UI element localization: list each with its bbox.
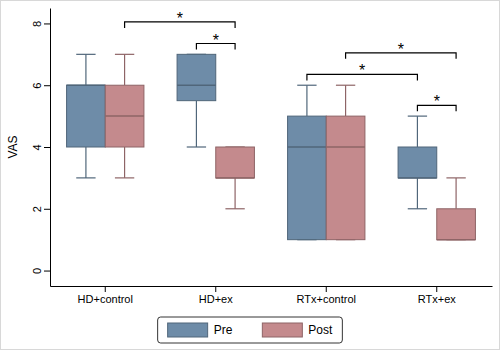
box <box>177 54 216 147</box>
box-body <box>288 116 327 240</box>
series-1 <box>105 54 475 239</box>
y-tick-mark <box>44 271 50 272</box>
box <box>398 116 437 209</box>
background <box>1 1 500 350</box>
box <box>105 54 144 178</box>
upper-whisker <box>306 85 307 116</box>
x-tick: RTx+ex <box>418 286 457 305</box>
x-tick-label: HD+control <box>78 293 133 305</box>
median-line <box>67 84 106 86</box>
box <box>437 178 476 240</box>
legend-item: Post <box>262 323 333 337</box>
significance-label: * <box>177 10 183 27</box>
x-tick: HD+ex <box>199 286 233 305</box>
median-line <box>288 146 327 148</box>
y-tick-mark <box>44 209 50 210</box>
upper-cap <box>115 54 134 55</box>
upper-cap <box>408 116 427 117</box>
box <box>67 54 106 178</box>
box-body <box>216 147 255 178</box>
median-line <box>177 84 216 86</box>
median-line <box>326 146 365 148</box>
box-body <box>177 54 216 100</box>
y-axis: 0 2 4 6 8 <box>31 9 51 287</box>
lower-cap <box>225 208 244 209</box>
legend-label: Pre <box>214 323 233 337</box>
legend-box <box>158 317 343 343</box>
significance-label: * <box>398 41 404 58</box>
upper-whisker <box>85 54 86 85</box>
series-0 <box>67 54 437 239</box>
lower-whisker <box>196 101 197 147</box>
x-tick-mark <box>326 286 327 292</box>
box-body <box>437 209 476 240</box>
box <box>216 147 255 209</box>
box-body <box>105 85 144 147</box>
upper-cap <box>446 177 465 178</box>
y-tick-label: 0 <box>31 268 43 274</box>
chart: 0 2 4 6 8 VAS HD+control HD+ex RTx+control RTx+ex… <box>0 0 500 350</box>
x-tick: HD+control <box>78 286 133 305</box>
y-tick: 0 <box>31 268 50 274</box>
lower-whisker <box>124 147 125 178</box>
legend-swatch <box>262 323 302 337</box>
x-tick-label: HD+ex <box>199 293 233 305</box>
box-body <box>398 147 437 178</box>
box-body <box>67 85 106 147</box>
y-tick-label: 2 <box>31 206 43 212</box>
significance-label: * <box>213 32 219 49</box>
y-tick: 4 <box>31 144 50 150</box>
box <box>326 85 365 239</box>
median-line <box>105 115 144 117</box>
y-tick-mark <box>44 23 50 24</box>
upper-whisker <box>455 178 456 209</box>
x-tick-mark <box>215 286 216 292</box>
y-tick: 2 <box>31 206 50 212</box>
x-tick-mark <box>105 286 106 292</box>
legend-item: Pre <box>168 323 233 337</box>
y-tick-label: 8 <box>31 21 43 27</box>
legend-swatch <box>168 323 208 337</box>
significance-label: * <box>359 62 365 79</box>
upper-cap <box>297 85 316 86</box>
upper-whisker <box>345 85 346 116</box>
legend-label: Post <box>308 323 333 337</box>
upper-cap <box>76 54 95 55</box>
x-axis: HD+control HD+ex RTx+control RTx+ex <box>51 286 493 305</box>
y-axis-line <box>50 9 51 287</box>
lower-whisker <box>85 147 86 178</box>
x-axis-line <box>51 286 493 287</box>
y-tick-mark <box>44 85 50 86</box>
y-tick: 6 <box>31 83 50 89</box>
plot-area <box>67 54 476 239</box>
median-line <box>216 177 255 179</box>
y-tick-mark <box>44 147 50 148</box>
x-tick: RTx+control <box>297 286 356 305</box>
upper-cap <box>336 85 355 86</box>
lower-cap <box>408 208 427 209</box>
y-tick-label: 4 <box>31 144 43 150</box>
median-line <box>398 177 437 179</box>
upper-whisker <box>417 116 418 147</box>
box <box>288 85 327 239</box>
annotations: * * * * * <box>125 10 457 111</box>
significance-label: * <box>434 93 440 110</box>
lower-cap <box>187 146 206 147</box>
box-body <box>326 116 365 240</box>
lower-whisker <box>417 178 418 209</box>
upper-whisker <box>124 54 125 85</box>
y-tick: 8 <box>31 21 50 27</box>
x-tick-label: RTx+ex <box>418 293 457 305</box>
y-axis-title: VAS <box>6 135 20 158</box>
y-tick-label: 6 <box>31 83 43 89</box>
lower-whisker <box>234 178 235 209</box>
median-line <box>437 239 476 241</box>
lower-cap <box>115 177 134 178</box>
lower-cap <box>76 177 95 178</box>
x-tick-mark <box>436 286 437 292</box>
x-tick-label: RTx+control <box>297 293 356 305</box>
legend: Pre Post <box>158 317 343 343</box>
